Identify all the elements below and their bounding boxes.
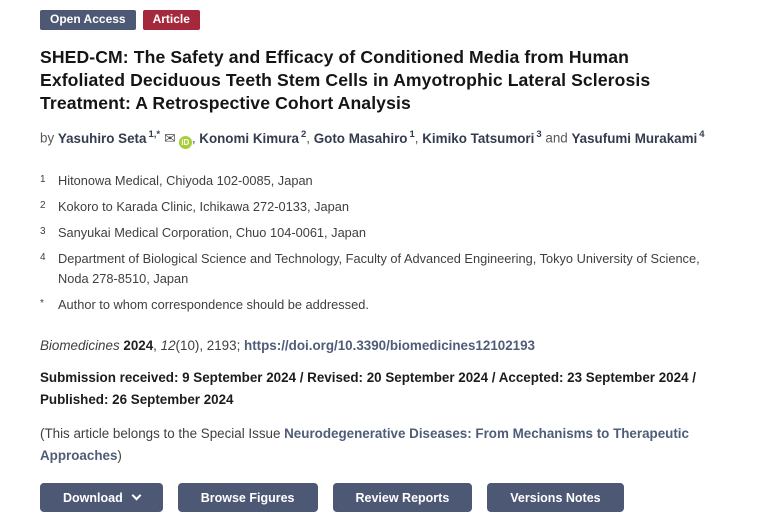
review-reports-button[interactable]: Review Reports [332, 483, 473, 512]
affiliation-item: 3 Sanyukai Medical Corporation, Chuo 104… [40, 223, 729, 242]
affiliation-marker: 1 [40, 173, 46, 185]
affiliation-marker: 3 [40, 226, 46, 238]
affiliation-item: 4 Department of Biological Science and T… [40, 249, 729, 287]
author-link[interactable]: Goto Masahiro 1 [313, 129, 415, 146]
browse-figures-button[interactable]: Browse Figures [177, 483, 318, 512]
journal-issue-pages: (10), 2193; [175, 337, 245, 353]
author-affil-sup: 3 [536, 129, 542, 141]
special-issue-suffix: ) [117, 448, 122, 464]
author-prefix: by [40, 130, 55, 146]
affiliation-text: Author to whom correspondence should be … [58, 296, 369, 312]
doi-link[interactable]: https://doi.org/10.3390/biomedicines1210… [244, 337, 536, 353]
citation-line: Biomedicines 2024, 12(10), 2193; https:/… [40, 338, 729, 353]
affiliation-text: Hitonowa Medical, Chiyoda 102-0085, Japa… [58, 172, 313, 188]
affiliation-text: Kokoro to Karada Clinic, Ichikawa 272-01… [58, 198, 349, 214]
affiliation-list: 1 Hitonowa Medical, Chiyoda 102-0085, Ja… [40, 171, 729, 314]
author-affil-sup: 2 [300, 129, 307, 141]
author-affil-sup: 4 [699, 129, 705, 141]
open-access-badge: Open Access [40, 10, 136, 31]
special-issue-prefix: (This article belongs to the Special Iss… [40, 426, 285, 442]
author-affil-sup: 1,* [148, 129, 161, 141]
special-issue-link[interactable]: Neurodegenerative Diseases: From Mechani… [40, 426, 689, 464]
author-separator: , [306, 130, 311, 146]
action-button-row: Download Browse Figures Review Reports V… [40, 483, 729, 512]
email-icon[interactable]: ✉ [164, 130, 176, 147]
author-link[interactable]: Kimiko Tatsumori 3 [422, 129, 542, 146]
journal-volume: 12 [160, 337, 176, 353]
affiliation-marker: 2 [40, 199, 46, 211]
author-separator: , [191, 130, 196, 146]
author-link[interactable]: Yasuhiro Seta 1,* [57, 129, 161, 146]
affiliation-item: 1 Hitonowa Medical, Chiyoda 102-0085, Ja… [40, 171, 729, 190]
journal-name: Biomedicines [40, 337, 120, 353]
author-line: by Yasuhiro Seta 1,* ✉ iD, Konomi Kimura 2, … [40, 128, 729, 149]
affiliation-marker: * [40, 297, 44, 309]
author-affil-sup: 1 [409, 129, 415, 141]
author-link[interactable]: Konomi Kimura 2 [199, 129, 307, 146]
affiliation-marker: 4 [40, 252, 46, 264]
special-issue-note: (This article belongs to the Special Iss… [40, 423, 729, 467]
author-separator: , [414, 130, 419, 146]
citation-separator: , [153, 337, 161, 353]
affiliation-text: Sanyukai Medical Corporation, Chuo 104-0… [58, 225, 367, 241]
submission-dates: Submission received: 9 September 2024 / … [40, 369, 696, 408]
page-title: SHED-CM: The Safety and Efficacy of Cond… [40, 47, 651, 114]
correspondence-note: * Author to whom correspondence should b… [40, 295, 729, 314]
versions-notes-button[interactable]: Versions Notes [487, 483, 624, 512]
download-button[interactable]: Download [40, 483, 163, 512]
journal-year: 2024 [123, 337, 154, 353]
author-link[interactable]: Yasufumi Murakami 4 [571, 129, 705, 146]
author-separator: and [541, 130, 572, 146]
orcid-icon[interactable]: iD [178, 135, 192, 149]
article-type-badge: Article [142, 10, 200, 31]
badge-row: Open Access Article [40, 10, 729, 31]
affiliation-item: 2 Kokoro to Karada Clinic, Ichikawa 272-… [40, 197, 729, 216]
affiliation-text: Department of Biological Science and Tec… [58, 251, 700, 286]
